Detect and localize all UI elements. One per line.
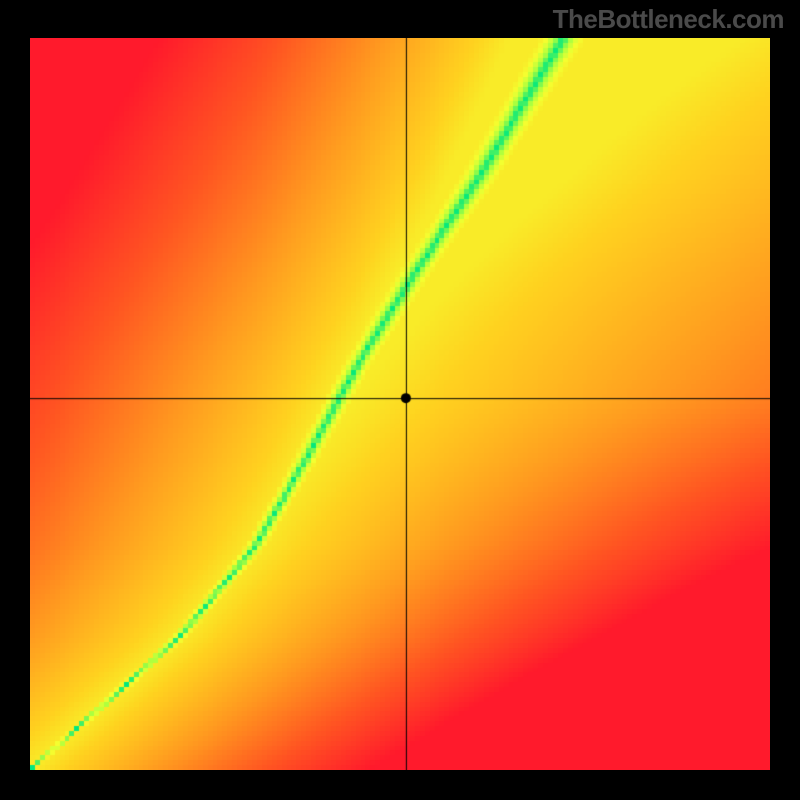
bottleneck-heatmap bbox=[30, 38, 770, 770]
chart-container: { "watermark": { "text": "TheBottleneck.… bbox=[0, 0, 800, 800]
watermark-text: TheBottleneck.com bbox=[553, 4, 784, 35]
